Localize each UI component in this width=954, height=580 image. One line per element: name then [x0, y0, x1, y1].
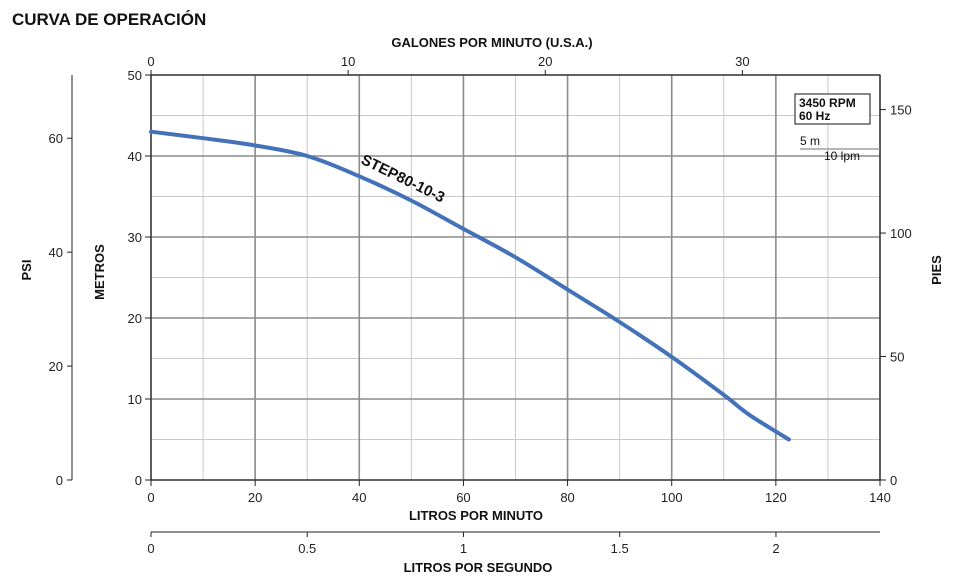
y-left-axis-title: METROS [92, 244, 107, 300]
x-lps-tick-label: 2 [772, 541, 779, 556]
x-lps-tick-label: 0 [147, 541, 154, 556]
hz-text: 60 Hz [799, 109, 830, 123]
y-left-tick-label: 20 [128, 311, 142, 326]
y-left-tick-label: 40 [128, 149, 142, 164]
x-lps-tick-label: 0.5 [298, 541, 316, 556]
y-right-axis-title: PIES [929, 255, 944, 285]
x-lps-axis-title: LITROS POR SEGUNDO [404, 560, 553, 575]
spec-box [794, 93, 871, 125]
y-psi-tick-label: 60 [49, 131, 63, 146]
x-bottom-tick-label: 40 [352, 490, 366, 505]
x-top-tick-label: 0 [147, 54, 154, 69]
x-bottom-tick-label: 140 [869, 490, 891, 505]
y-psi-axis-title: PSI [19, 260, 34, 281]
x-bottom-tick-label: 0 [147, 490, 154, 505]
y-left-tick-label: 30 [128, 230, 142, 245]
plot-frame [150, 74, 881, 481]
y-psi-tick-label: 40 [49, 245, 63, 260]
x-top-axis-title: GALONES POR MINUTO (U.S.A.) [391, 35, 592, 50]
minor-grid [150, 74, 881, 481]
x-top-tick-label: 20 [538, 54, 552, 69]
spec-annotation: 3450 RPM 60 Hz 5 m 10 lpm [794, 93, 871, 163]
y-left-tick-label: 50 [128, 68, 142, 83]
x-lps-tick-label: 1 [460, 541, 467, 556]
x-lps-tick-label: 1.5 [611, 541, 629, 556]
scale-meters-text: 5 m [800, 134, 820, 148]
series-line-step80-10-3 [149, 129, 791, 442]
y-psi-tick-label: 0 [56, 473, 63, 488]
y-psi-tick-label: 20 [49, 359, 63, 374]
y-right-tick-label: 0 [890, 473, 897, 488]
page-title: CURVA DE OPERACIÓN [12, 10, 207, 29]
y-left-tick-label: 0 [135, 473, 142, 488]
y-right-tick-label: 100 [890, 226, 912, 241]
x-bottom-tick-label: 20 [248, 490, 262, 505]
x-top-tick-label: 30 [735, 54, 749, 69]
x-bottom-tick-label: 60 [456, 490, 470, 505]
rpm-text: 3450 RPM [799, 96, 856, 110]
x-bottom-axis-title: LITROS POR MINUTO [409, 508, 543, 523]
x-bottom-tick-label: 100 [661, 490, 683, 505]
x-top-tick-label: 10 [341, 54, 355, 69]
scale-lpm-text: 10 lpm [824, 149, 860, 163]
x-bottom-tick-label: 80 [560, 490, 574, 505]
x-bottom-tick-label: 120 [765, 490, 787, 505]
y-left-tick-label: 10 [128, 392, 142, 407]
y-right-tick-label: 50 [890, 350, 904, 365]
y-right-tick-label: 150 [890, 103, 912, 118]
